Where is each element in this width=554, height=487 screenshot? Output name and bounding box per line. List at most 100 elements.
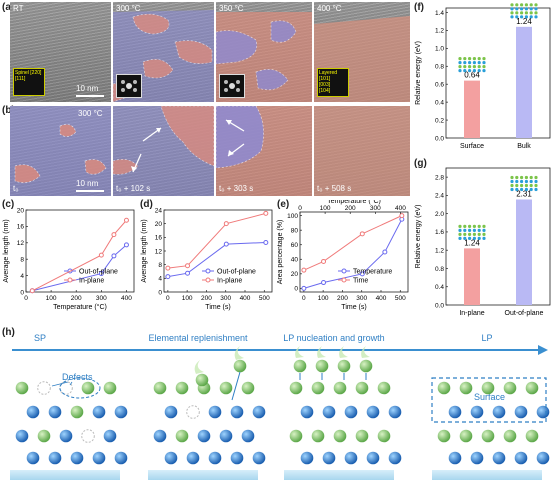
atom bbox=[472, 224, 476, 228]
atom bbox=[477, 65, 481, 69]
data-point bbox=[321, 258, 327, 264]
atom bbox=[529, 183, 533, 188]
bar bbox=[464, 248, 480, 305]
series-line bbox=[32, 244, 127, 292]
defect-pointer bbox=[69, 381, 73, 386]
schematic-diagram: SP Elemental replenishment LP nucleation… bbox=[10, 333, 550, 480]
surface-label: Surface bbox=[474, 392, 505, 402]
category-label: In-plane bbox=[459, 310, 484, 317]
tem-series-t508: t₀ + 508 s bbox=[314, 106, 410, 196]
blue-atom bbox=[492, 451, 506, 465]
atom bbox=[463, 61, 467, 65]
x2-axis-label: Temperature (°C) bbox=[327, 200, 381, 205]
atom bbox=[468, 236, 472, 240]
green-atom bbox=[355, 381, 369, 395]
fft-inset bbox=[116, 74, 142, 98]
x-tick-label: 100 bbox=[318, 295, 329, 302]
atom bbox=[472, 232, 476, 236]
y-tick-label: 20 bbox=[155, 221, 163, 228]
tem-image-300: 300 °C bbox=[113, 2, 214, 102]
green-atom bbox=[70, 405, 84, 419]
atom bbox=[482, 224, 486, 228]
blue-atom bbox=[536, 405, 550, 419]
atom bbox=[468, 57, 472, 61]
atom bbox=[510, 7, 514, 11]
y-axis-label: Area percentage (%) bbox=[277, 220, 284, 285]
substrate bbox=[10, 470, 120, 480]
y-tick-label: 20 bbox=[17, 207, 25, 214]
x2-tick-label: 0 bbox=[298, 205, 302, 212]
time-label: t₀ + 303 s bbox=[219, 184, 254, 193]
time-label: t₀ + 102 s bbox=[116, 184, 151, 193]
blue-atom bbox=[514, 451, 528, 465]
atom bbox=[515, 175, 519, 180]
atom bbox=[520, 3, 524, 7]
atom bbox=[458, 61, 462, 65]
blue-atom bbox=[388, 405, 402, 419]
blue-atom bbox=[92, 451, 106, 465]
bar-value-label: 1.24 bbox=[516, 17, 532, 26]
legend-label: Out-of-plane bbox=[79, 269, 118, 276]
green-atom bbox=[289, 429, 303, 443]
atom bbox=[515, 15, 519, 19]
x-tick-label: 0 bbox=[166, 295, 170, 302]
surface-box bbox=[431, 377, 547, 423]
atom bbox=[463, 236, 467, 240]
panel-label-c: (c) bbox=[2, 199, 15, 210]
atom bbox=[524, 179, 528, 184]
green-atom bbox=[525, 429, 539, 443]
replenish-flame bbox=[194, 360, 204, 374]
y-axis-label: Average length (nm) bbox=[3, 219, 10, 282]
x-tick-label: 200 bbox=[337, 295, 348, 302]
blue-atom bbox=[48, 451, 62, 465]
blue-atom bbox=[252, 451, 266, 465]
y-tick-label: 4 bbox=[20, 273, 24, 280]
atom bbox=[477, 224, 481, 228]
legend-marker bbox=[341, 268, 347, 274]
green-atom bbox=[289, 381, 303, 395]
atom bbox=[477, 61, 481, 65]
y-tick-label: 0 bbox=[294, 286, 298, 293]
blue-atom bbox=[344, 405, 358, 419]
atom bbox=[482, 69, 486, 73]
atom bbox=[524, 7, 528, 11]
atom bbox=[468, 232, 472, 236]
atom bbox=[463, 69, 467, 73]
atom bbox=[515, 179, 519, 184]
blue-atom bbox=[186, 451, 200, 465]
tem-series-t0: 300 °C t₀ 10 nm bbox=[10, 106, 111, 196]
atom bbox=[482, 65, 486, 69]
blue-atom bbox=[252, 405, 266, 419]
chart-g: 0.0 0.4 0.8 1.2 1.6 2.0 2.4 2.8 Relative energy … bbox=[415, 167, 551, 317]
blue-atom bbox=[219, 429, 233, 443]
vacancy bbox=[81, 429, 95, 443]
green-atom bbox=[219, 381, 233, 395]
plot-frame bbox=[25, 209, 135, 293]
atom bbox=[482, 228, 486, 232]
atom bbox=[510, 183, 514, 188]
x-tick-label: 400 bbox=[240, 295, 251, 302]
x-tick-label: 100 bbox=[46, 295, 57, 302]
green-atom bbox=[337, 359, 351, 373]
category-label: Surface bbox=[460, 143, 484, 150]
time-label: t₀ bbox=[13, 184, 19, 193]
x-tick-label: 500 bbox=[259, 295, 270, 302]
data-point bbox=[165, 274, 171, 280]
blue-atom bbox=[322, 451, 336, 465]
green-atom bbox=[333, 429, 347, 443]
atom bbox=[534, 179, 538, 184]
blue-atom bbox=[26, 451, 40, 465]
data-point bbox=[111, 253, 117, 259]
tem-label: 350 °C bbox=[219, 4, 244, 13]
bar bbox=[516, 199, 532, 305]
y-tick-label: 100 bbox=[287, 213, 298, 220]
blue-atom bbox=[344, 451, 358, 465]
replenish-arrow bbox=[231, 371, 241, 401]
green-atom bbox=[437, 429, 451, 443]
atom bbox=[520, 187, 524, 192]
legend-label: Temperature bbox=[353, 269, 392, 276]
tem-label: RT bbox=[13, 4, 24, 13]
atom bbox=[468, 224, 472, 228]
x-tick-label: 400 bbox=[121, 295, 132, 302]
blue-atom bbox=[300, 451, 314, 465]
